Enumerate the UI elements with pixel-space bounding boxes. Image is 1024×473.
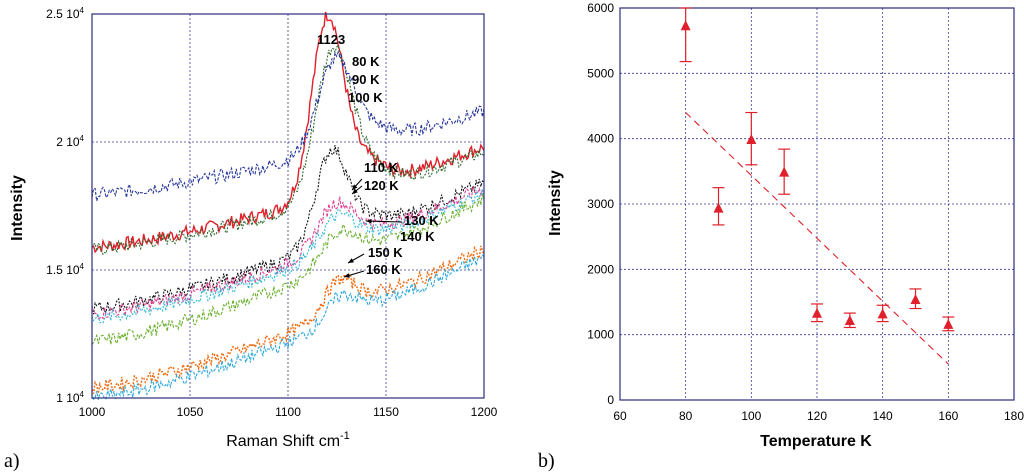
- chart-b-frame: [619, 7, 1015, 401]
- chart-b-point: [844, 314, 855, 325]
- chart-b-point: [746, 133, 757, 144]
- chart-b-ytick-label: 4000: [587, 132, 614, 146]
- chart-a-frame: [91, 13, 485, 399]
- chart-a-xlabel-main: Raman Shift cm: [226, 433, 340, 450]
- chart-a-ytick-exp: 4: [80, 390, 85, 399]
- chart-a-series-label: 80 K: [352, 54, 380, 69]
- chart-a-xtick-label: 1050: [177, 405, 204, 419]
- chart-a-series-label: 160 K: [366, 262, 401, 277]
- chart-a-ylabel: Intensity: [9, 175, 26, 241]
- chart-a-peak-label: 1123: [317, 32, 345, 47]
- chart-b-xtick-label: 140: [873, 409, 893, 423]
- chart-b-xtick-label: 100: [741, 409, 761, 423]
- chart-a-ytick-base: 2.5 10: [46, 7, 80, 21]
- chart-b-ytick-label: 5000: [587, 66, 614, 80]
- chart-a-xtick-label: 1000: [79, 405, 106, 419]
- chart-b-point: [713, 202, 724, 213]
- chart-b-ytick-label: 6000: [587, 1, 614, 15]
- chart-a-xtick-label: 1200: [471, 405, 498, 419]
- chart-a-series-label: 100 K: [348, 90, 383, 105]
- chart-b-xtick-label: 180: [1004, 409, 1024, 423]
- chart-b-xtick-label: 160: [938, 409, 958, 423]
- chart-b-point: [680, 20, 691, 31]
- chart-a-arrow: [365, 220, 403, 223]
- chart-a-series-label: 110 K: [364, 160, 399, 175]
- chart-a-ytick-exp: 4: [80, 6, 85, 15]
- chart-b-xtick-label: 120: [807, 409, 827, 423]
- chart-b-point: [812, 307, 822, 318]
- chart-a-series-line: [91, 50, 485, 202]
- chart-a-ytick-exp: 4: [80, 134, 85, 143]
- chart-b-point: [877, 308, 888, 319]
- chart-a-xlabel: Raman Shift cm-1: [226, 430, 350, 450]
- chart-a-arrowhead: [344, 273, 350, 278]
- chart-a-series-line: [91, 254, 485, 401]
- panel-b-label: b): [538, 450, 555, 472]
- chart-b-ytick-label: 0: [607, 393, 614, 407]
- panel-a-label: a): [4, 450, 20, 472]
- chart-b-ytick-label: 2000: [587, 262, 614, 276]
- chart-a-ytick-base: 1.5 10: [46, 263, 80, 277]
- chart-a-series-label: 120 K: [364, 178, 399, 193]
- chart-a-series-label: 90 K: [352, 72, 380, 87]
- chart-a-xlabel-sup: -1: [340, 430, 350, 442]
- chart-a-ytick-label: 2 104: [56, 134, 84, 149]
- chart-b-xtick-label: 80: [679, 409, 693, 423]
- chart-a-series-line: [91, 186, 485, 320]
- chart-b-xlabel: Temperature K: [760, 433, 872, 450]
- chart-a-series-label: 140 K: [400, 229, 435, 244]
- chart-b-points: [679, 7, 955, 332]
- chart-b-xtick-label: 60: [613, 409, 627, 423]
- chart-a-series-line: [91, 145, 485, 315]
- chart-a-ytick-base: 1 10: [56, 391, 80, 405]
- chart-b: 60 80 100 120 140 160 180 0 1000 2000 3000 4000 5000…: [538, 1, 1024, 472]
- chart-a-xtick-label: 1150: [373, 405, 399, 419]
- chart-a-series-label: 130 K: [404, 213, 439, 228]
- chart-a-series: [91, 11, 485, 401]
- chart-b-point: [779, 166, 790, 177]
- chart-b-point: [910, 294, 921, 305]
- chart-a-series-line: [91, 193, 485, 346]
- chart-a-ytick-base: 2 10: [56, 135, 80, 149]
- chart-a-ytick-label: 2.5 104: [46, 6, 84, 21]
- chart-b-grid: [620, 8, 1014, 400]
- chart-a-xtick-label: 1100: [275, 405, 301, 419]
- chart-a-series-line: [91, 245, 485, 394]
- chart-a-arrowhead: [352, 184, 358, 190]
- chart-a-arrowhead: [366, 218, 372, 224]
- chart-b-ylabel: Intensity: [547, 170, 564, 236]
- chart-a-series-label: 150 K: [368, 245, 403, 260]
- chart-a-arrowhead: [348, 258, 354, 263]
- chart-a-arrowhead: [352, 188, 358, 194]
- chart-a-series-line: [91, 188, 485, 324]
- chart-a-ytick-exp: 4: [80, 262, 85, 271]
- chart-a-ytick-label: 1 104: [56, 390, 84, 405]
- chart-b-ytick-label: 1000: [587, 328, 614, 342]
- chart-b-trend-line: [685, 112, 949, 365]
- chart-a-ytick-label: 1.5 104: [46, 262, 84, 277]
- chart-b-point: [943, 318, 954, 329]
- chart-a-series-line: [91, 11, 485, 254]
- chart-b-trend: [685, 112, 949, 365]
- chart-b-ytick-label: 3000: [587, 197, 614, 211]
- chart-b-ticks: 60 80 100 120 140 160 180 0 1000 2000 3000 4000 5000…: [587, 1, 1024, 423]
